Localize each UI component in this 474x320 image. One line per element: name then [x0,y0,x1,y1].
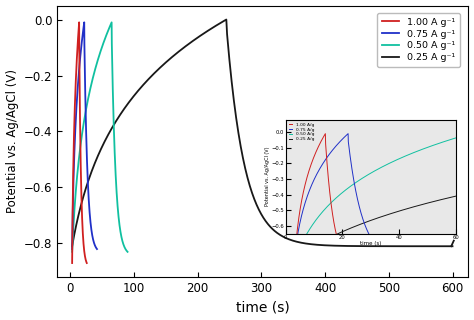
Legend: 1.00 A g⁻¹, 0.75 A g⁻¹, 0.50 A g⁻¹, 0.25 A g⁻¹: 1.00 A g⁻¹, 0.75 A g⁻¹, 0.50 A g⁻¹, 0.25… [377,13,460,67]
X-axis label: time (s): time (s) [236,300,290,315]
Y-axis label: Potential vs. Ag/AgCl (V): Potential vs. Ag/AgCl (V) [6,69,18,213]
